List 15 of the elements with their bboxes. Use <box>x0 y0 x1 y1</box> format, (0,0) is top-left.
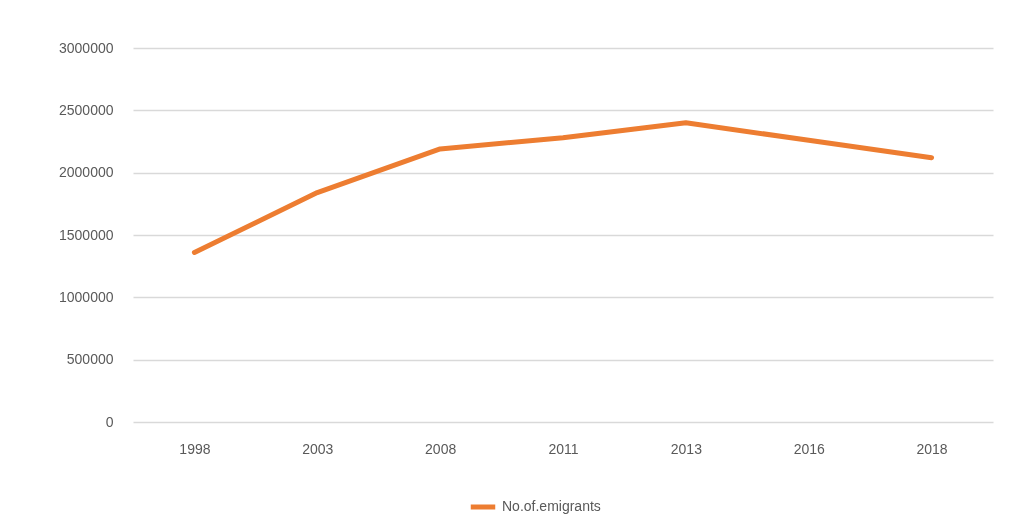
x-tick-label: 1998 <box>179 440 211 457</box>
x-tick-label: 2011 <box>548 440 579 457</box>
legend-label: No.of.emigrants <box>502 498 601 514</box>
x-tick-label: 2003 <box>302 440 334 457</box>
y-tick-label: 2000000 <box>58 164 114 181</box>
y-tick-label: 1000000 <box>58 288 114 305</box>
x-tick-label: 2018 <box>916 440 948 457</box>
y-tick-label: 500000 <box>66 351 114 368</box>
y-tick-label: 3000000 <box>58 39 114 56</box>
y-tick-label: 1500000 <box>58 226 114 243</box>
x-tick-label: 2016 <box>793 440 825 457</box>
x-tick-label: 2013 <box>670 440 703 457</box>
y-tick-label: 0 <box>105 413 114 430</box>
y-tick-label: 2500000 <box>58 101 114 118</box>
x-tick-label: 2008 <box>425 440 457 457</box>
